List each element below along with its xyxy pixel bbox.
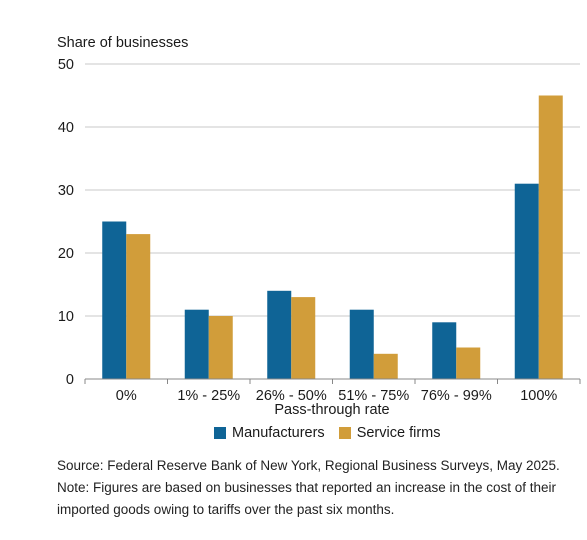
y-tick-label: 50 (58, 57, 74, 73)
x-axis-label: Pass-through rate (274, 402, 389, 418)
bar-manufacturers (349, 309, 374, 379)
bar-service-firms (538, 95, 563, 379)
bar-service-firms (456, 347, 481, 379)
bar-manufacturers (102, 221, 127, 379)
legend-item-service-firms: Service firms (338, 425, 441, 441)
y-tick-label: 20 (58, 246, 74, 262)
x-tick-label: 100% (520, 388, 557, 404)
bar-manufacturers (184, 309, 209, 379)
bar-service-firms (291, 297, 316, 379)
bar-chart: Share of businesses 0 10 20 30 40 50 0% 1% - 2… (57, 35, 581, 418)
chart-notes: Source: Federal Reserve Bank of New York… (57, 455, 577, 521)
bar-service-firms (126, 234, 151, 379)
legend-swatch-manufacturers (214, 427, 226, 439)
legend-label-manufacturers: Manufacturers (232, 425, 325, 441)
bar-manufacturers (432, 322, 457, 379)
y-axis-ticks: 0 10 20 30 40 50 (58, 57, 74, 388)
y-tick-label: 10 (58, 309, 74, 325)
y-tick-label: 40 (58, 120, 74, 136)
source-note: Source: Federal Reserve Bank of New York… (57, 458, 560, 473)
legend-label-service-firms: Service firms (356, 425, 441, 441)
bar-service-firms (208, 316, 233, 379)
x-tick-label: 76% - 99% (421, 388, 492, 404)
x-tick-label: 51% - 75% (338, 388, 409, 404)
bar-manufacturers (267, 290, 292, 379)
legend-swatch-service-firms (338, 427, 351, 439)
y-tick-label: 0 (66, 372, 74, 388)
bar-service-firms (373, 353, 398, 379)
x-tick-label: 26% - 50% (256, 388, 327, 404)
legend: Manufacturers Service firms (214, 425, 454, 441)
bar-manufacturers (514, 183, 539, 379)
bars (102, 95, 563, 379)
y-axis-label: Share of businesses (57, 35, 188, 51)
y-tick-label: 30 (58, 183, 74, 199)
footnote: Note: Figures are based on businesses th… (57, 480, 557, 517)
legend-item-manufacturers: Manufacturers (214, 425, 325, 441)
gridlines (85, 63, 580, 317)
x-tick-label: 0% (116, 388, 137, 404)
x-tick-label: 1% - 25% (177, 388, 240, 404)
x-axis-ticks: 0% 1% - 25% 26% - 50% 51% - 75% 76% - 99% 100… (84, 379, 581, 404)
